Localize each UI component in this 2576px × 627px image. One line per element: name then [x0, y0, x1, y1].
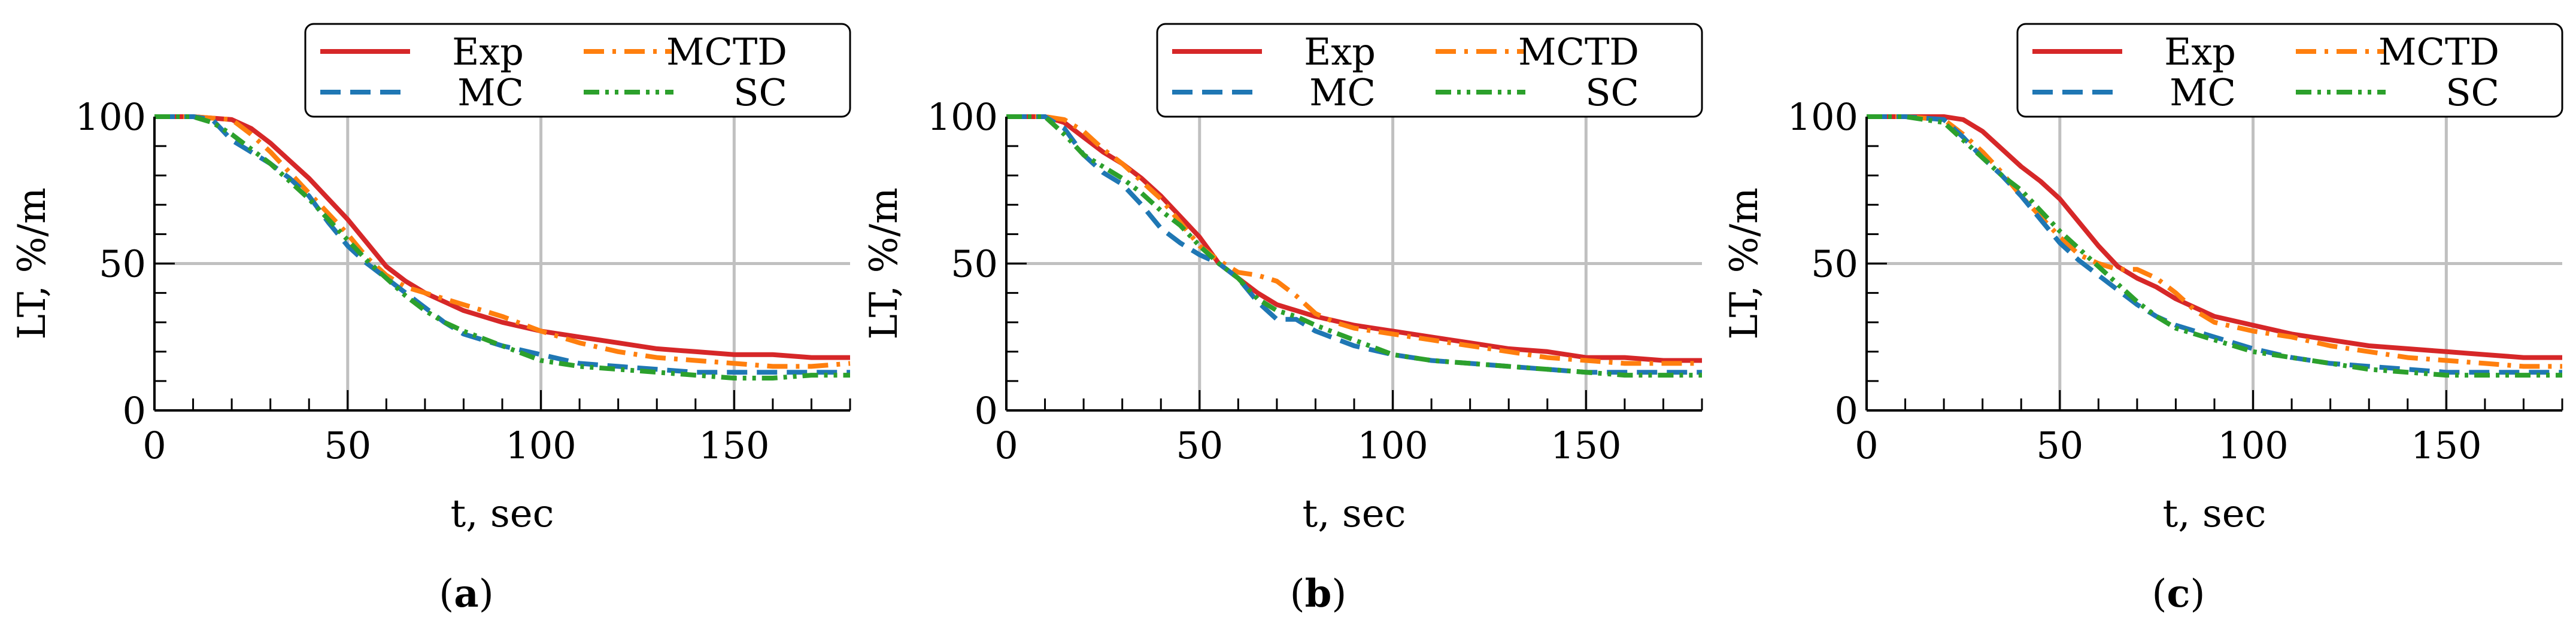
- legend: Exp MCTD MC SC: [304, 23, 851, 118]
- x-tick-label: 150: [1551, 424, 1621, 467]
- legend-box: [2016, 23, 2563, 118]
- x-axis-label: t, sec: [1303, 492, 1406, 536]
- legend-box: [1156, 23, 1703, 118]
- series-line-mc: [1006, 114, 1702, 375]
- series-line-mc: [1867, 114, 2562, 375]
- panel-label: (b): [1290, 571, 1347, 616]
- x-tick-label: 150: [2411, 424, 2481, 467]
- x-tick-label: 150: [699, 424, 769, 467]
- y-tick-label: 100: [75, 95, 146, 139]
- y-tick-label: 0: [1835, 389, 1858, 433]
- x-tick-label: 0: [142, 424, 166, 467]
- legend-label-mctd: MCTD: [2378, 30, 2499, 74]
- y-tick-label: 50: [951, 242, 998, 286]
- series-line-mctd: [1867, 114, 2562, 369]
- legend: Exp MCTD MC SC: [1156, 23, 1703, 118]
- legend: Exp MCTD MC SC: [2016, 23, 2563, 118]
- legend-label-exp: Exp: [1304, 30, 1376, 74]
- series-line-exp: [1867, 114, 2562, 360]
- y-tick-label: 0: [975, 389, 998, 433]
- series-line-exp: [1006, 114, 1702, 363]
- x-axis-label: t, sec: [451, 492, 554, 536]
- chart-panel-b: 0 50 100 150 0 50 100 t, sec LT, %/m (b) Exp MCTD MC…: [862, 23, 1703, 616]
- y-tick-label: 50: [99, 242, 146, 286]
- panel-label: (a): [439, 571, 493, 616]
- x-tick-label: 50: [2036, 424, 2083, 467]
- series-line-mctd: [154, 114, 851, 369]
- y-tick-label: 0: [123, 389, 146, 433]
- y-axis-label: LT, %/m: [10, 187, 54, 339]
- legend-label-mctd: MCTD: [1518, 30, 1639, 74]
- y-tick-label: 100: [1788, 95, 1858, 139]
- panel-label: (c): [2152, 571, 2205, 616]
- x-tick-label: 100: [1357, 424, 1428, 467]
- y-axis-label: LT, %/m: [1722, 187, 1767, 339]
- legend-label-mc: MC: [457, 71, 524, 114]
- series-line-sc: [1867, 114, 2562, 378]
- series-line-sc: [154, 114, 850, 381]
- y-axis-label: LT, %/m: [862, 187, 906, 339]
- chart-panel-c: 0 50 100 150 0 50 100 t, sec LT, %/m (c) Exp MCTD MC…: [1722, 23, 2563, 616]
- legend-label-sc: SC: [1585, 71, 1639, 114]
- y-tick-label: 100: [927, 95, 998, 139]
- legend-label-mc: MC: [2170, 71, 2236, 114]
- series-line-mctd: [1006, 114, 1702, 366]
- legend-box: [304, 23, 851, 118]
- series-line-sc: [1006, 114, 1702, 378]
- x-axis-label: t, sec: [2163, 492, 2266, 536]
- x-tick-label: 50: [1176, 424, 1223, 467]
- y-tick-label: 50: [1811, 242, 1858, 286]
- legend-label-exp: Exp: [452, 30, 524, 74]
- legend-label-mc: MC: [1309, 71, 1376, 114]
- legend-label-mctd: MCTD: [666, 30, 787, 74]
- x-tick-label: 100: [2217, 424, 2288, 467]
- legend-label-sc: SC: [2445, 71, 2499, 114]
- legend-label-exp: Exp: [2164, 30, 2236, 74]
- x-tick-label: 100: [505, 424, 576, 467]
- x-tick-label: 0: [994, 424, 1018, 467]
- legend-label-sc: SC: [733, 71, 787, 114]
- chart-panel-a: 0 50 100 150 0 50 100 t, sec LT, %/m (a) Exp MCTD MC…: [10, 23, 851, 616]
- x-tick-label: 0: [1855, 424, 1878, 467]
- x-tick-label: 50: [324, 424, 371, 467]
